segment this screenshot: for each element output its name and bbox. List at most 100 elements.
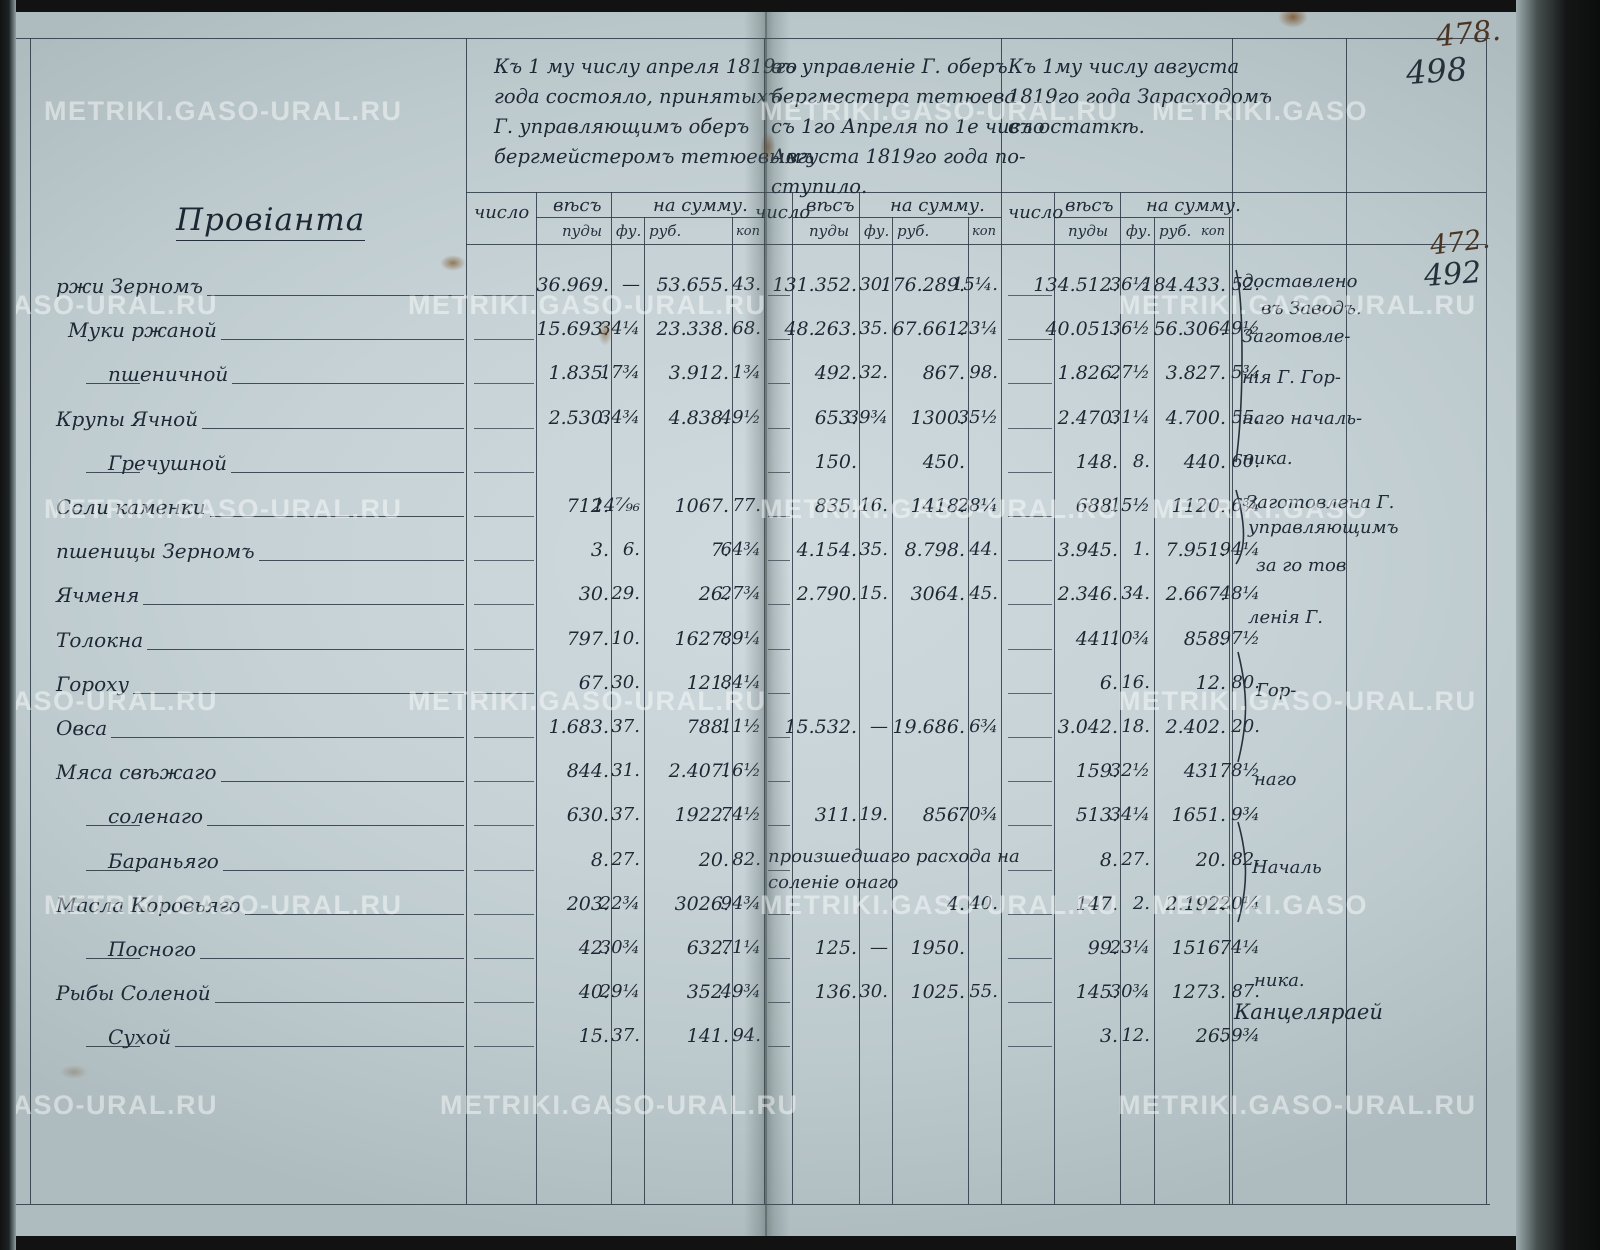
colsub-g1-pudy: пуды <box>562 222 603 240</box>
cell-c2-kop: 40. <box>969 892 998 914</box>
cell-c2-pud: 150. <box>814 450 857 473</box>
inline-note-line2: соленіе онаго <box>768 872 899 893</box>
cell-c3-kop: 87. <box>1231 981 1260 1003</box>
colsub-g3-kop: коп <box>1201 224 1225 239</box>
row-leader-line <box>202 427 464 429</box>
row-leader-line <box>221 339 464 341</box>
row-leader-line <box>111 737 464 738</box>
chislo-stub-dash <box>768 1002 790 1004</box>
colhead-g2-summa: на сумму. <box>890 195 985 216</box>
cell-c3-pud: 2.470. <box>1057 406 1118 429</box>
colsub-g1-fun: фу. <box>616 222 642 240</box>
cell-c3-rub: 2.402. <box>1165 716 1226 738</box>
cell-c3-fun: 36½ <box>1109 318 1150 340</box>
col-rule-g1-chislo <box>536 192 537 1204</box>
chislo-stub-dash <box>1008 913 1052 915</box>
cell-c3-kop: 5¾ <box>1231 362 1260 384</box>
colhead-g3-summa: на сумму. <box>1146 195 1241 216</box>
cell-c3-pud: 40.051. <box>1045 318 1118 341</box>
header-g1-line1: Къ 1 му числу апреля 1819го <box>494 55 798 78</box>
col-rule-g2-rub <box>968 217 969 1204</box>
cell-c1-pud: 1.835. <box>548 362 609 385</box>
chislo-stub-dash <box>768 339 790 341</box>
row-pre-leader <box>86 869 140 871</box>
cell-c1-fun: 37. <box>611 804 640 826</box>
row-leader-line <box>175 1046 464 1048</box>
cell-c3-rub: 2.667. <box>1165 583 1226 606</box>
cell-c3-kop: 80. <box>1231 671 1260 693</box>
chislo-stub-dash <box>1008 427 1052 429</box>
cell-c1-rub: 3.912. <box>668 362 729 385</box>
cell-c2-fun: 32. <box>859 362 888 384</box>
cell-c3-rub: 4.700. <box>1165 406 1226 429</box>
col-rule-g3-fun <box>1154 217 1155 1204</box>
cell-c1-fun: 27. <box>611 848 640 870</box>
cell-c2-pud: 653. <box>814 406 857 429</box>
chislo-stub-dash <box>768 781 790 783</box>
cell-c1-kop: 16½ <box>720 760 761 782</box>
row-label: Соли каменки <box>56 495 206 519</box>
row-leader-line <box>143 604 464 606</box>
cell-c1-fun: 6. <box>622 539 640 561</box>
cell-c2-pud: 125. <box>814 937 857 959</box>
chislo-stub-dash <box>474 560 534 562</box>
chislo-stub-dash <box>474 913 534 915</box>
row-label: соленаго <box>108 804 204 829</box>
cell-c2-kop: 35½ <box>957 406 998 428</box>
cell-c3-pud: 8. <box>1099 848 1118 871</box>
header-group-1: Къ 1 му числу апреля 1819го года состоял… <box>494 52 814 172</box>
chislo-stub-dash <box>1008 516 1052 517</box>
margin-note-7: Заготовлена Г. <box>1246 492 1395 513</box>
cell-c1-rub: 352. <box>686 981 729 1004</box>
chislo-stub-dash <box>1008 781 1052 783</box>
margin-note-6: ника. <box>1242 448 1293 469</box>
chislo-stub-dash <box>1008 295 1052 296</box>
chislo-stub-dash <box>474 471 534 473</box>
cell-c1-pud: 15.693. <box>536 318 609 341</box>
cell-c3-rub: 26. <box>1195 1025 1226 1048</box>
chislo-stub-dash <box>474 427 534 429</box>
cell-c3-kop: 55. <box>1231 406 1260 428</box>
chislo-stub-dash <box>768 958 790 959</box>
cell-c3-kop: 78½ <box>1219 760 1260 782</box>
row-pre-leader <box>86 383 140 385</box>
chislo-stub-dash <box>1008 1002 1052 1004</box>
cell-c2-rub: 4. <box>946 892 965 915</box>
col-rule-g1-rub <box>732 217 733 1204</box>
cell-c3-fun: 16. <box>1121 671 1150 693</box>
row-label: Муки ржаной <box>68 318 217 343</box>
margin-note-9: за го тов <box>1256 555 1347 576</box>
header-rule-1 <box>466 192 1486 193</box>
cell-c1-rub: 121. <box>686 671 729 694</box>
cell-c1-rub: 7. <box>710 539 729 562</box>
row-leader-line <box>231 471 464 473</box>
chislo-stub-dash <box>1008 648 1052 650</box>
cell-c3-fun: 32½ <box>1109 760 1150 782</box>
cell-c2-rub: 856. <box>922 804 965 827</box>
margin-note-12: наго <box>1254 769 1297 790</box>
cell-c2-fun: 35. <box>859 318 888 340</box>
border-right-rule <box>1486 38 1487 1204</box>
cell-c1-rub: 1627. <box>674 627 729 650</box>
cell-c1-pud: 3. <box>590 539 609 562</box>
cell-c3-pud: 441. <box>1075 627 1118 650</box>
cell-c2-pud: 15.532. <box>784 716 857 738</box>
chislo-stub-dash <box>768 295 790 296</box>
cell-c1-rub: 788. <box>686 716 729 738</box>
cell-c1-fun: 31. <box>611 760 640 782</box>
cell-c3-kop: 60. <box>1231 450 1260 472</box>
colsub-g3-fun: фу. <box>1126 222 1152 240</box>
cell-c1-kop: 94. <box>732 1025 761 1047</box>
cell-c1-pud: 42. <box>578 937 609 959</box>
cell-c3-kop: 20¼ <box>1219 892 1260 914</box>
chislo-stub-dash <box>1008 1046 1052 1048</box>
colsub-g2-pudy: пуды <box>809 222 850 240</box>
cell-c3-pud: 6. <box>1099 671 1118 694</box>
cell-c3-kop: 74¼ <box>1219 937 1260 958</box>
cell-c3-kop: 20. <box>1231 716 1260 737</box>
cell-c1-kop: 71¼ <box>720 937 761 958</box>
colhead-g1-chislo: число <box>474 202 530 223</box>
row-label: пшеничной <box>108 362 229 387</box>
chislo-stub-dash <box>768 427 790 429</box>
cell-c1-rub: 3026. <box>674 892 729 915</box>
